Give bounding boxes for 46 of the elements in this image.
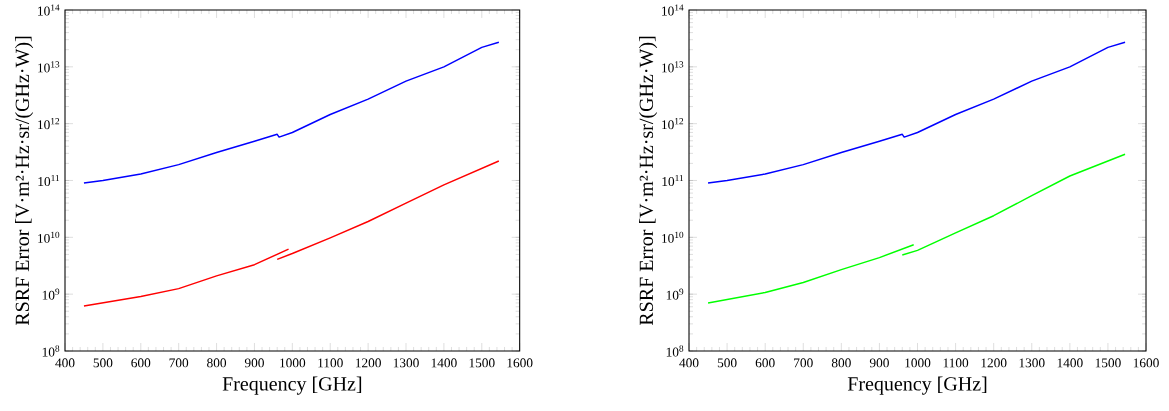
x-tick-label: 1100 bbox=[943, 358, 969, 368]
y-tick-label: 10$^{13}$ bbox=[662, 61, 684, 73]
y-tick-label: 10$^{14}$ bbox=[662, 4, 684, 16]
y-tick-label: 10$^{10}$ bbox=[662, 231, 684, 243]
x-tick-label: 1400 bbox=[431, 358, 457, 368]
x-tick-label: 700 bbox=[794, 358, 813, 368]
x-tick-label: 400 bbox=[679, 358, 699, 368]
x-tick-label: 1100 bbox=[318, 358, 343, 368]
x-tick-label: 500 bbox=[93, 358, 113, 368]
x-tick-label: 1000 bbox=[905, 358, 931, 368]
y-tick-label: 10$^{12}$ bbox=[38, 118, 60, 130]
y-tick-label: 10$^{11}$ bbox=[38, 174, 60, 187]
x-tick-label: 900 bbox=[244, 358, 264, 368]
y-axis-title: RSRF Error [V·m²·Hz·sr/(GHz·W)] bbox=[15, 36, 34, 326]
x-tick-label: 600 bbox=[131, 358, 151, 368]
y-axis-title: RSRF Error [V·m²·Hz·sr/(GHz·W)] bbox=[639, 36, 658, 326]
x-tick-label: 1600 bbox=[507, 358, 533, 368]
y-tick-label: 10$^{13}$ bbox=[38, 61, 60, 73]
y-tick-label: 10$^{8}$ bbox=[42, 345, 60, 357]
line-series bbox=[707, 41, 1126, 184]
x-tick-label: 1400 bbox=[1057, 358, 1083, 368]
x-tick-label: 1000 bbox=[280, 358, 306, 368]
x-tick-label: 1500 bbox=[469, 358, 495, 368]
x-tick-label: 600 bbox=[755, 358, 775, 368]
y-tick-label: 10$^{11}$ bbox=[662, 174, 684, 187]
y-tick-label: 10$^{9}$ bbox=[666, 288, 684, 300]
x-tick-label: 700 bbox=[169, 358, 189, 368]
y-tick-label: 10$^{8}$ bbox=[666, 345, 684, 357]
y-tick-label: 10$^{9}$ bbox=[42, 288, 60, 300]
x-tick-label: 400 bbox=[55, 358, 75, 368]
x-tick-label: 1200 bbox=[355, 358, 381, 368]
x-axis-title: Frequency [GHz] bbox=[222, 376, 362, 395]
x-tick-label: 1300 bbox=[393, 358, 419, 368]
y-tick-label: 10$^{12}$ bbox=[662, 118, 684, 130]
x-tick-label: 900 bbox=[869, 358, 889, 368]
y-tick-label: 10$^{14}$ bbox=[38, 4, 60, 16]
x-tick-label: 500 bbox=[717, 358, 737, 368]
x-tick-label: 1300 bbox=[1019, 358, 1045, 368]
line-series bbox=[83, 41, 500, 184]
x-axis-title: Frequency [GHz] bbox=[847, 376, 987, 395]
y-tick-label: 10$^{10}$ bbox=[38, 231, 60, 243]
x-tick-label: 1200 bbox=[981, 358, 1007, 368]
x-tick-label: 800 bbox=[831, 358, 851, 368]
x-tick-label: 1500 bbox=[1095, 358, 1121, 368]
x-tick-label: 1600 bbox=[1133, 358, 1159, 368]
x-tick-label: 800 bbox=[207, 358, 227, 368]
